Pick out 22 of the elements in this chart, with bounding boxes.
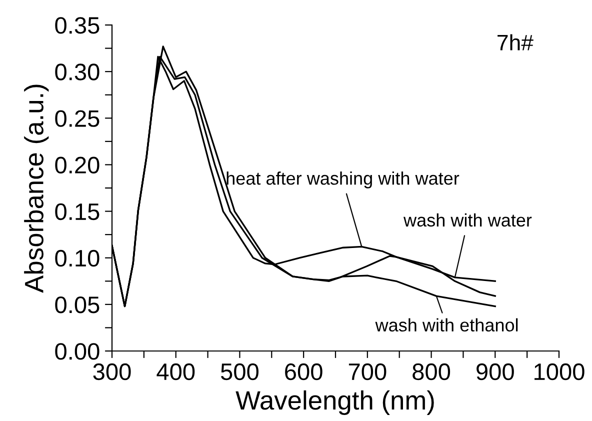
x-tick-label: 800 xyxy=(412,363,450,380)
x-tick-label: 900 xyxy=(476,363,514,380)
x-tick-label: 1000 xyxy=(534,363,584,380)
x-tick-label: 400 xyxy=(156,363,195,380)
x-tick-label: 300 xyxy=(93,363,131,380)
y-tick-label: 0.00 xyxy=(55,343,100,360)
y-tick-label: 0.05 xyxy=(55,296,100,314)
y-tick-label: 0.10 xyxy=(55,250,100,267)
y-tick-label: 0.30 xyxy=(55,64,100,80)
y-axis-title: Absorbance (a.u.) xyxy=(24,84,49,293)
y-tick-label: 0.35 xyxy=(55,17,100,34)
y-tick-label: 0.25 xyxy=(55,110,100,127)
x-axis-title: Wavelength (nm) xyxy=(236,390,434,415)
annotation: 7h# xyxy=(498,34,534,50)
annotation: heat after washing with water xyxy=(226,172,460,188)
annotation: wash with water xyxy=(404,213,532,227)
y-tick-label: 0.15 xyxy=(55,203,100,220)
x-tick-label: 500 xyxy=(220,363,258,380)
y-tick-label: 0.20 xyxy=(55,156,100,174)
x-tick-label: 700 xyxy=(348,363,386,380)
annotation: wash with ethanol xyxy=(375,318,518,332)
x-tick-label: 600 xyxy=(285,363,322,380)
